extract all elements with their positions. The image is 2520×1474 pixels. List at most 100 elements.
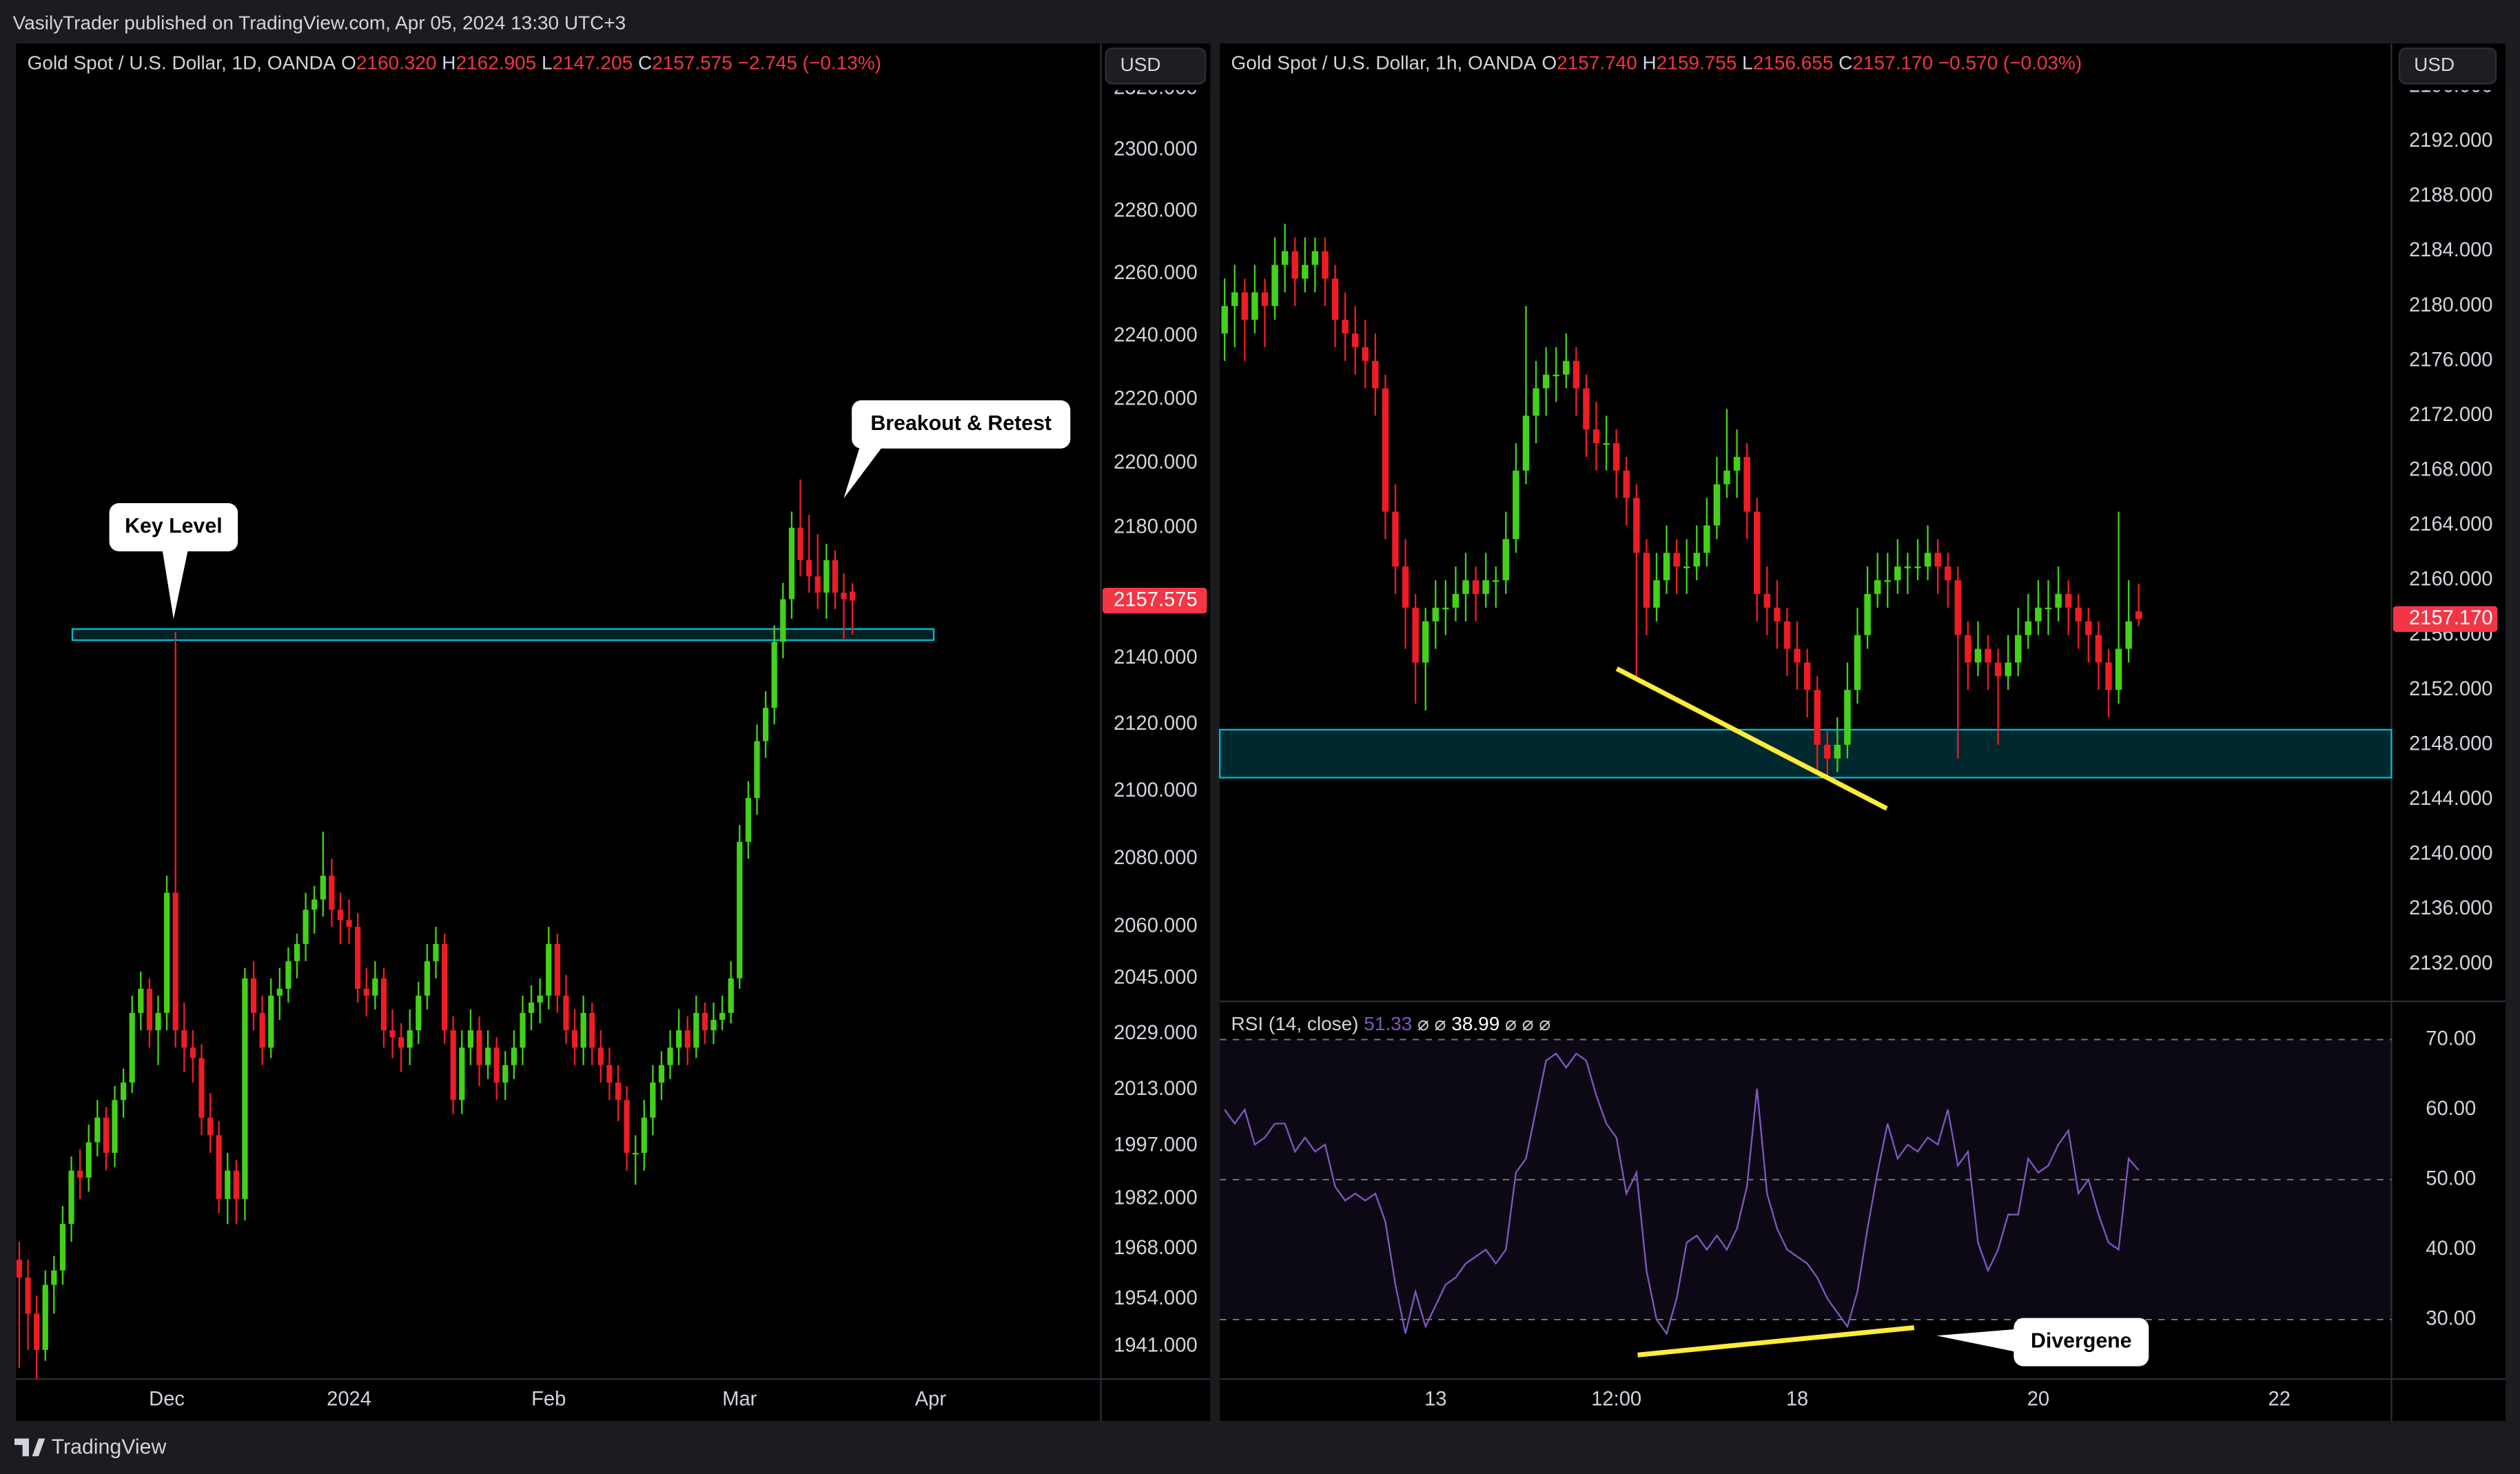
na: ⌀ [1539, 1014, 1550, 1035]
candle-body [1743, 456, 1750, 512]
candle-body [372, 978, 378, 996]
callout-text: Key Level [125, 515, 222, 538]
candle-body [554, 943, 560, 996]
candle-body [788, 527, 795, 600]
x-tick-label: Apr [915, 1388, 947, 1410]
candle-body [1322, 251, 1329, 279]
candle-body [1814, 690, 1821, 745]
currency[interactable]: USD [2414, 54, 2455, 75]
symbol: Gold Spot / U.S. Dollar, 1D, OANDA [28, 52, 336, 74]
x-tick-label: Dec [149, 1388, 185, 1410]
candle-body [2025, 621, 2032, 635]
left-pane [16, 43, 1211, 1421]
candle-body [719, 1012, 726, 1020]
candle-body [597, 1047, 604, 1065]
last-price-label: 2157.170 [2409, 607, 2493, 629]
candle-body [1592, 429, 1600, 444]
candle-body [771, 642, 777, 708]
candle-body [59, 1224, 66, 1271]
y-tick-label: 2300.000 [1114, 138, 1198, 160]
x-tick-label: 20 [2027, 1388, 2049, 1410]
candle-body [823, 560, 830, 593]
na: ⌀ [1417, 1014, 1429, 1035]
candle-body [1803, 662, 1811, 690]
candle-body [138, 988, 144, 1013]
currency-button[interactable] [1105, 47, 1207, 85]
callout-text: Divergene [2031, 1330, 2132, 1353]
candle-body [1924, 553, 1932, 567]
o-key: O [341, 52, 356, 74]
close: 2157.170 [1852, 52, 1933, 74]
candle-body [1994, 662, 2002, 677]
y-tick-label: 2029.000 [1114, 1022, 1198, 1044]
candle-body [1944, 566, 1952, 581]
currency-button[interactable] [2398, 47, 2497, 85]
candle-body [1904, 566, 1912, 569]
y-tick-label: 2192.000 [2409, 130, 2493, 152]
candle-body [1603, 443, 1610, 445]
candle-body [1693, 553, 1701, 567]
candle-body [1231, 292, 1238, 307]
candle-body [2135, 611, 2142, 620]
candle-body [633, 1152, 639, 1155]
low: 2156.655 [1753, 52, 1834, 74]
callout: Divergene [1936, 1318, 2149, 1366]
o-key: O [1541, 52, 1557, 74]
c-key: C [1838, 52, 1852, 74]
candle-body [398, 1037, 404, 1048]
candle-body [1965, 635, 1971, 663]
candle-body [259, 1012, 265, 1048]
candle-body [303, 910, 309, 944]
candle-body [528, 1002, 535, 1013]
y-tick-label: 1968.000 [1114, 1237, 1198, 1259]
y-tick-label: 2120.000 [1114, 713, 1198, 735]
currency[interactable]: USD [1120, 54, 1161, 75]
candle-body [103, 1117, 110, 1153]
candle-body [832, 560, 838, 593]
candle-body [172, 892, 178, 1031]
candle-body [1663, 553, 1670, 581]
callout: Key Level [109, 503, 238, 620]
rsi-name: RSI (14, close) [1231, 1014, 1359, 1035]
candle-body [276, 988, 283, 996]
candle-body [198, 1058, 205, 1118]
na: ⌀ [1522, 1014, 1534, 1035]
candle-body [520, 1012, 526, 1048]
candle-body [1351, 333, 1359, 347]
candle-body [1844, 690, 1851, 745]
candle-body [1432, 607, 1440, 622]
candle-body [1703, 525, 1710, 553]
trend-line [1637, 1325, 1915, 1358]
candle-body [2015, 635, 2022, 663]
publisher: VasilyTrader published on TradingView.co… [13, 12, 626, 34]
candle-body [433, 943, 439, 961]
candle-body [580, 1012, 586, 1048]
y-tick-label: 2140.000 [1114, 646, 1198, 668]
legend: Gold Spot / U.S. Dollar, 1h, OANDA O2157… [1231, 52, 2082, 74]
y-tick-label: 2080.000 [1114, 847, 1198, 869]
candle-body [2105, 662, 2112, 690]
candle-body [1402, 566, 1409, 608]
y-tick-label: 2160.000 [2409, 569, 2493, 591]
candle-body [250, 978, 257, 1013]
last-price-box [2393, 606, 2498, 632]
candle-body [754, 741, 760, 799]
candle-body [424, 961, 431, 996]
candle-body [1251, 292, 1258, 320]
candle-body [1854, 635, 1861, 690]
candle-body [2065, 593, 2072, 608]
candle-body [2085, 621, 2092, 635]
rsi-value: 51.33 [1364, 1014, 1412, 1035]
y-tick-label: 2140.000 [2409, 843, 2493, 865]
callout-box [2014, 1318, 2149, 1366]
candle-body [207, 1117, 214, 1136]
callout-box [852, 400, 1071, 449]
candle-body [615, 1082, 622, 1101]
y-tick-label: 2184.000 [2409, 239, 2493, 261]
last-price-label: 2157.575 [1114, 588, 1198, 611]
candle-body [129, 1012, 135, 1083]
candle-body [2045, 607, 2052, 610]
callout-pointer [1936, 1329, 2016, 1352]
open: 2157.740 [1557, 52, 1637, 74]
y-tick-label: 60.00 [2426, 1098, 2476, 1120]
